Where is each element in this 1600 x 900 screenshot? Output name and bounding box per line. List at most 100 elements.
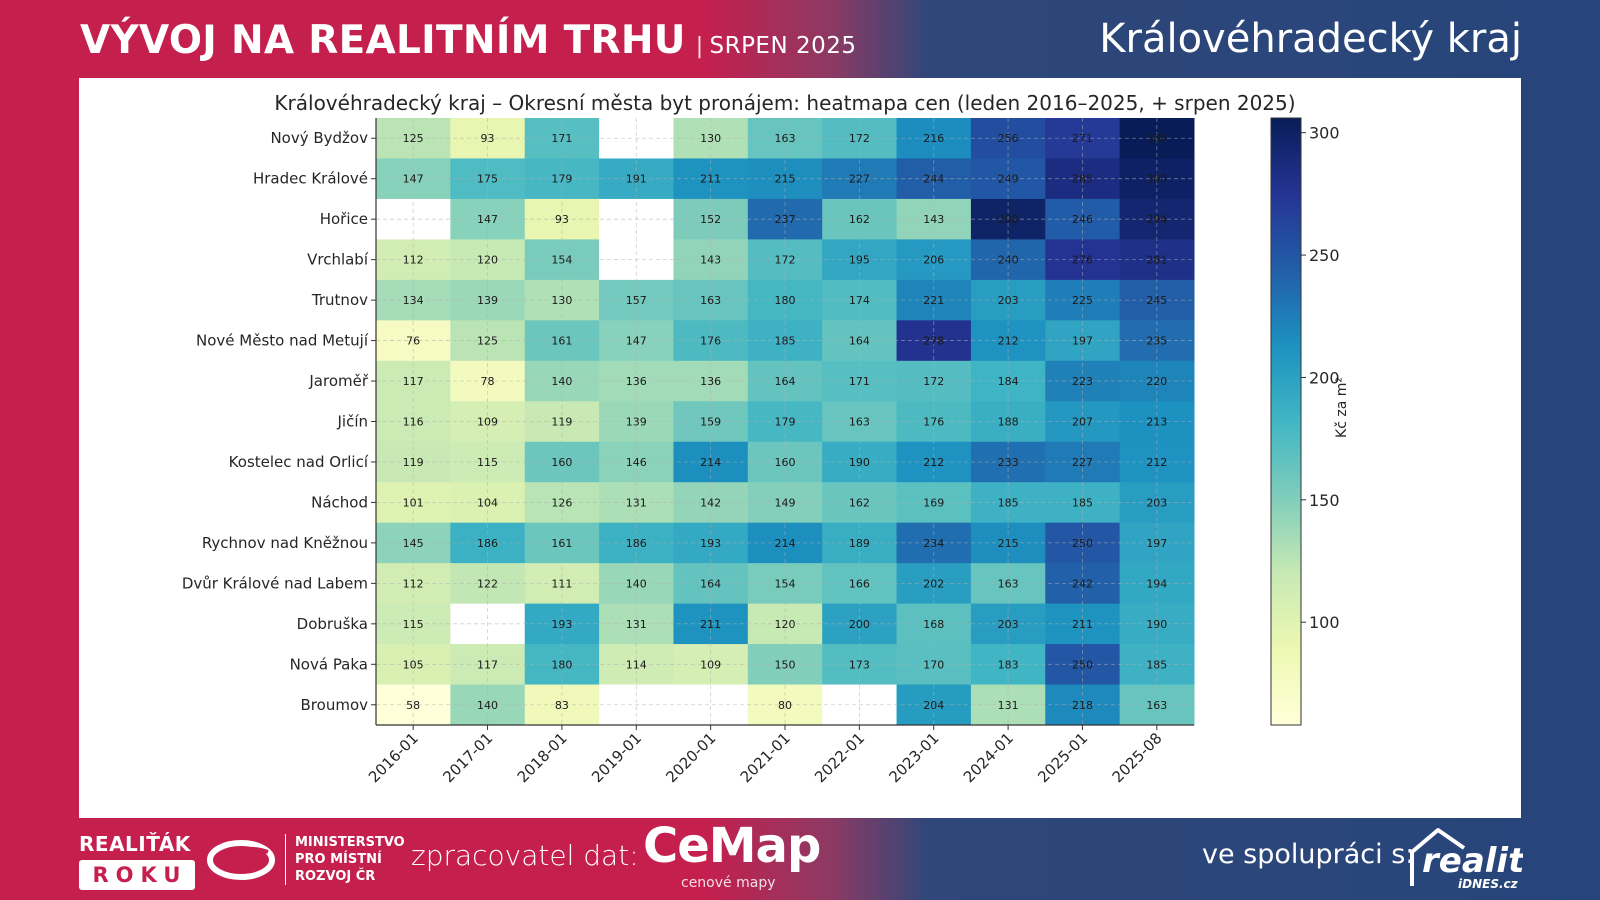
realitak-logo-box: ROKU xyxy=(79,860,195,890)
y-tick-label: Trutnov xyxy=(311,291,368,309)
heatmap-cell-labels: 125 93 171 130 163 172 216 256 271 306 147 175 179 19… xyxy=(403,132,1168,712)
cell-value-label: 278 xyxy=(923,335,944,348)
cell-value-label: 112 xyxy=(403,254,424,267)
x-tick-label: 2021-01 xyxy=(737,729,794,786)
cell-value-label: 80 xyxy=(778,699,792,712)
cell-value-label: 190 xyxy=(1146,618,1167,631)
cell-value-label: 146 xyxy=(626,456,647,469)
cell-value-label: 190 xyxy=(849,456,870,469)
cell-value-label: 188 xyxy=(998,416,1019,429)
cell-value-label: 169 xyxy=(923,496,944,509)
colorbar-tick-label: 100 xyxy=(1309,613,1340,632)
cell-value-label: 114 xyxy=(626,658,647,671)
cell-value-label: 109 xyxy=(700,658,721,671)
cell-value-label: 244 xyxy=(923,173,944,186)
colorbar-tick-label: 300 xyxy=(1309,124,1340,143)
cell-value-label: 163 xyxy=(998,577,1019,590)
cell-value-label: 111 xyxy=(551,577,572,590)
cell-value-label: 180 xyxy=(775,294,796,307)
cell-value-label: 212 xyxy=(923,456,944,469)
cell-value-label: 159 xyxy=(700,416,721,429)
cell-value-label: 214 xyxy=(775,537,796,550)
cell-value-label: 242 xyxy=(1072,577,1093,590)
title-separator: | xyxy=(695,34,704,59)
cell-value-label: 140 xyxy=(551,375,572,388)
cell-value-label: 164 xyxy=(700,577,721,590)
cell-value-label: 195 xyxy=(849,254,870,267)
cell-value-label: 143 xyxy=(923,213,944,226)
ministry-line: MINISTERSTVO xyxy=(295,835,405,850)
cell-value-label: 119 xyxy=(403,456,424,469)
cell-value-label: 285 xyxy=(1072,173,1093,186)
cell-value-label: 204 xyxy=(923,699,944,712)
cell-value-label: 225 xyxy=(1072,294,1093,307)
chart-title: Královéhradecký kraj – Okresní města byt… xyxy=(274,91,1295,115)
cell-value-label: 211 xyxy=(1072,618,1093,631)
y-tick-label: Dobruška xyxy=(297,615,368,633)
cell-value-label: 166 xyxy=(849,577,870,590)
cell-value-label: 281 xyxy=(1146,254,1167,267)
cell-value-label: 136 xyxy=(700,375,721,388)
cell-value-label: 143 xyxy=(700,254,721,267)
cell-value-label: 216 xyxy=(923,132,944,145)
cell-value-label: 250 xyxy=(1072,658,1093,671)
cell-value-label: 211 xyxy=(700,618,721,631)
reality-logo-sub: iDNES.cz xyxy=(1458,877,1519,891)
cell-value-label: 176 xyxy=(700,335,721,348)
cell-value-label: 174 xyxy=(849,294,870,307)
x-tick-label: 2019-01 xyxy=(588,729,645,786)
cell-value-label: 150 xyxy=(775,658,796,671)
cell-value-label: 185 xyxy=(998,496,1019,509)
report-period: SRPEN 2025 xyxy=(709,33,857,59)
cell-value-label: 213 xyxy=(1146,416,1167,429)
ministry-name: MINISTERSTVO PRO MÍSTNÍ ROZVOJ ČR xyxy=(285,834,405,885)
cell-value-label: 162 xyxy=(849,496,870,509)
cell-value-label: 240 xyxy=(998,254,1019,267)
cell-value-label: 93 xyxy=(555,213,569,226)
cell-value-label: 163 xyxy=(849,416,870,429)
report-title-text: VÝVOJ NA REALITNÍM TRHU xyxy=(80,18,686,63)
cell-value-label: 186 xyxy=(626,537,647,550)
cell-value-label: 163 xyxy=(1146,699,1167,712)
cell-value-label: 203 xyxy=(998,294,1019,307)
cemap-tagline: cenové mapy xyxy=(681,875,776,891)
cell-value-label: 189 xyxy=(849,537,870,550)
reality-idnes-logo: reality iDNES.cz xyxy=(1408,822,1548,896)
cell-value-label: 186 xyxy=(477,537,498,550)
cell-value-label: 93 xyxy=(481,132,495,145)
y-tick-label: Náchod xyxy=(311,493,368,511)
cell-value-label: 256 xyxy=(998,132,1019,145)
cell-value-label: 185 xyxy=(1072,496,1093,509)
y-tick-label: Broumov xyxy=(301,696,369,714)
y-tick-label: Jičín xyxy=(336,413,368,431)
cell-value-label: 172 xyxy=(775,254,796,267)
cell-value-label: 214 xyxy=(700,456,721,469)
cell-value-label: 193 xyxy=(551,618,572,631)
cell-value-label: 202 xyxy=(923,577,944,590)
cell-value-label: 154 xyxy=(551,254,572,267)
y-tick-label: Nové Město nad Metují xyxy=(196,332,369,350)
cell-value-label: 147 xyxy=(403,173,424,186)
cell-value-label: 200 xyxy=(849,618,870,631)
cell-value-label: 234 xyxy=(923,537,944,550)
x-tick-label: 2017-01 xyxy=(439,729,496,786)
colorbar: 100 150 200 250 300 Kč za m² xyxy=(1270,117,1350,726)
cell-value-label: 175 xyxy=(477,173,498,186)
axes xyxy=(371,118,1194,730)
cell-value-label: 115 xyxy=(477,456,498,469)
cell-value-label: 140 xyxy=(477,699,498,712)
cell-value-label: 160 xyxy=(775,456,796,469)
cell-value-label: 300 xyxy=(1146,173,1167,186)
cell-value-label: 250 xyxy=(1072,537,1093,550)
cell-value-label: 276 xyxy=(1072,254,1093,267)
x-tick-label: 2023-01 xyxy=(886,729,943,786)
cell-value-label: 161 xyxy=(551,335,572,348)
cell-value-label: 176 xyxy=(923,416,944,429)
cell-value-label: 212 xyxy=(998,335,1019,348)
x-tick-label: 2024-01 xyxy=(960,729,1017,786)
cell-value-label: 212 xyxy=(1146,456,1167,469)
x-tick-label: 2016-01 xyxy=(365,729,422,786)
cemap-logo: CeMap cenové mapy xyxy=(643,818,821,891)
cell-value-label: 221 xyxy=(923,294,944,307)
colorbar-tick-label: 250 xyxy=(1309,246,1340,265)
